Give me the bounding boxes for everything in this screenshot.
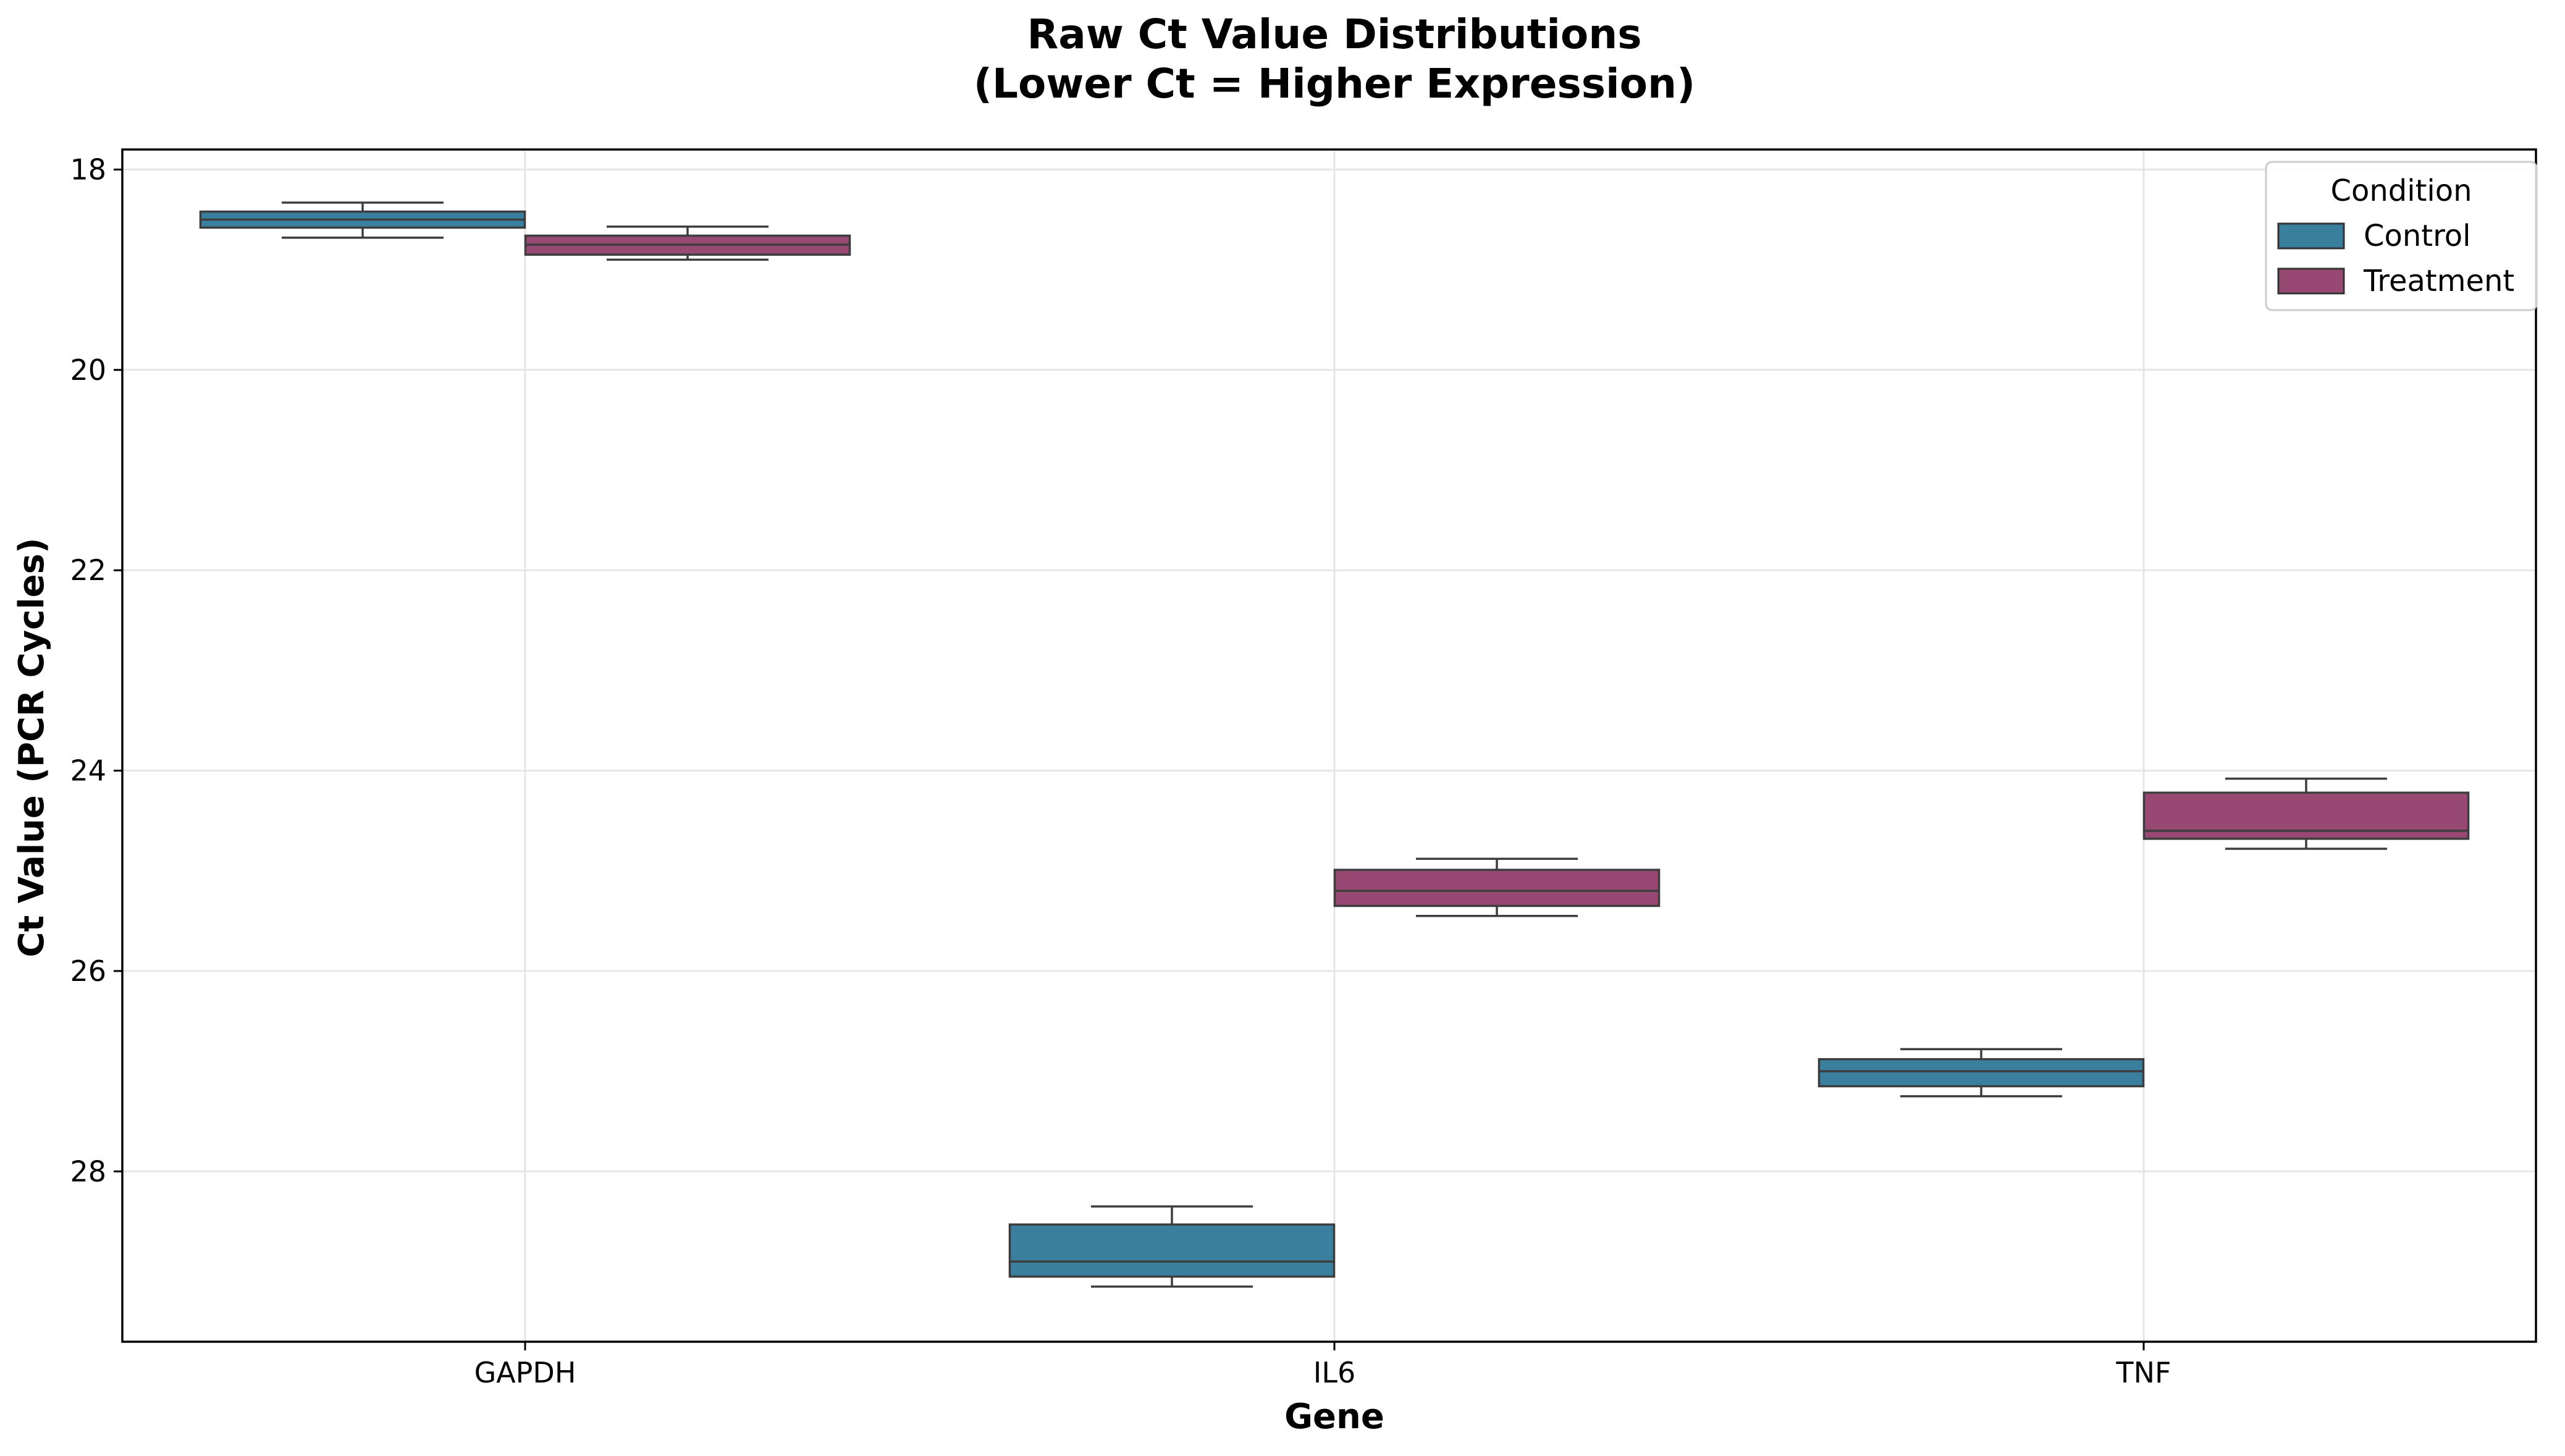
box-control-il6 [1008, 1205, 1336, 1288]
plot-frame [121, 148, 2537, 1343]
x-axis-label: Gene [1284, 1397, 1384, 1437]
legend-swatch-treatment [2277, 267, 2345, 295]
x-tick-label-tnf: TNF [2116, 1356, 2171, 1389]
iqr-box-control-tnf [1817, 1058, 2145, 1088]
box-series [199, 201, 2470, 1288]
y-tick-label-20: 20 [70, 353, 106, 387]
legend: Condition Control Treatment [2265, 161, 2538, 311]
y-tick-label-22: 22 [70, 553, 106, 587]
legend-label-control: Control [2364, 219, 2471, 253]
legend-title: Condition [2330, 174, 2472, 208]
iqr-box-treatment-tnf [2142, 791, 2470, 840]
chart-title-line-1: Raw Ct Value Distributions [1027, 11, 1641, 58]
box-control-gapdh [199, 201, 526, 239]
y-tick-label-24: 24 [70, 754, 106, 788]
box-treatment-il6 [1333, 857, 1661, 917]
iqr-box-control-il6 [1008, 1223, 1336, 1278]
legend-swatch-control [2277, 222, 2345, 250]
gridlines [122, 149, 2536, 1342]
box-treatment-tnf [2142, 777, 2470, 850]
y-tick-label-18: 18 [70, 153, 106, 186]
x-tick-label-gapdh: GAPDH [474, 1356, 576, 1389]
box-treatment-gapdh [524, 225, 851, 261]
y-axis-label: Ct Value (PCR Cycles) [12, 537, 52, 957]
y-tick-label-26: 26 [70, 954, 106, 988]
legend-label-treatment: Treatment [2363, 264, 2514, 298]
chart-title-line-2: (Lower Ct = Higher Expression) [974, 60, 1695, 107]
axes: 18 20 22 24 26 28 GAPDH IL6 TNF [70, 148, 2537, 1389]
box-control-tnf [1817, 1048, 2145, 1098]
iqr-box-treatment-il6 [1333, 869, 1661, 907]
x-tick-label-il6: IL6 [1313, 1356, 1355, 1389]
y-tick-label-28: 28 [70, 1155, 106, 1188]
